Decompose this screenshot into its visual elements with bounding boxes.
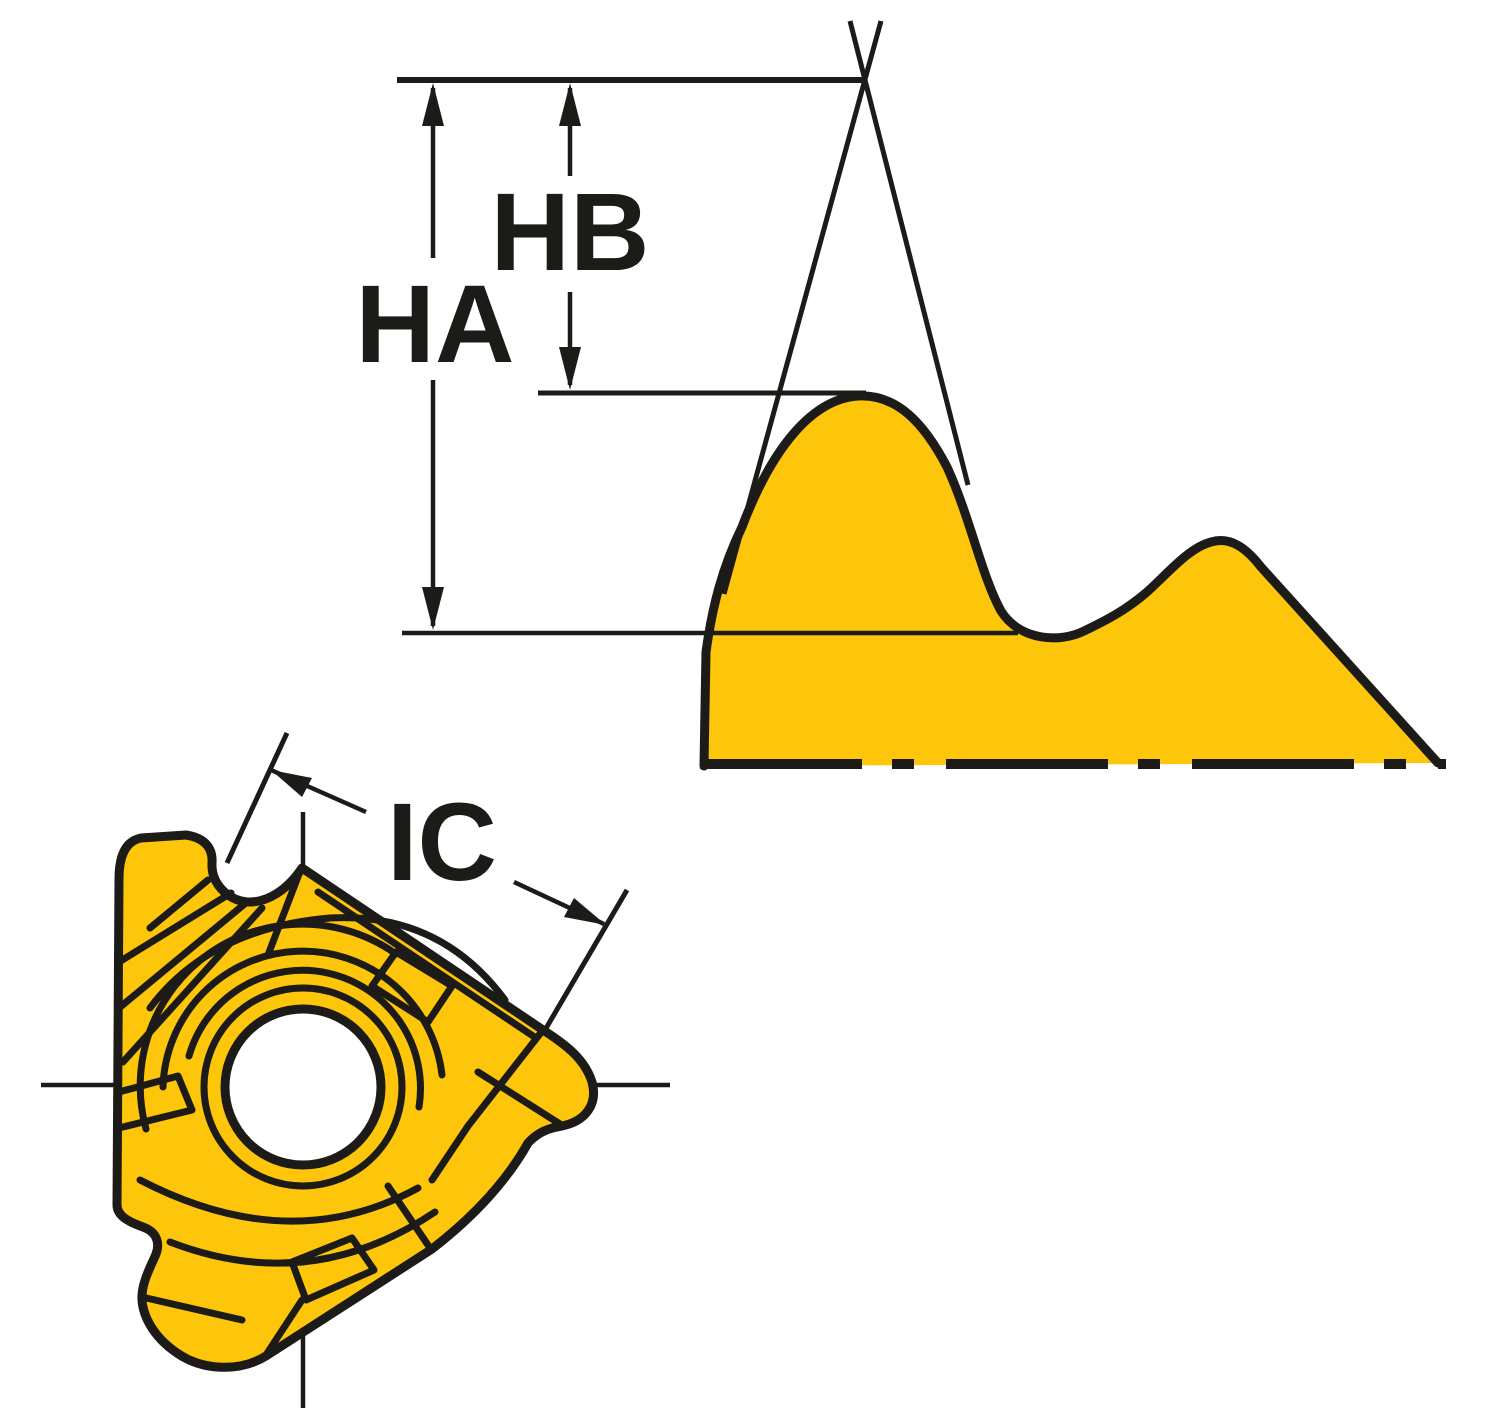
ic-tangent-line-left [224, 731, 290, 865]
dimension-hb: HB [491, 83, 650, 390]
dimension-ha: HA [356, 83, 515, 630]
insert-chipbreaker-details [115, 870, 564, 1359]
ic-tangent-line-right [542, 888, 630, 1032]
detail-swirl-1 [146, 914, 509, 1012]
hb-arrow-down [559, 347, 581, 390]
ic-arrow-left [271, 770, 312, 797]
ha-arrow-up [422, 83, 444, 126]
thread-profile-outline [699, 391, 1443, 771]
detail-facet-top-right [368, 948, 456, 1026]
ha-arrow-down [422, 587, 444, 630]
hb-arrow-up [559, 83, 581, 126]
detail-right-lines [428, 1026, 564, 1184]
thread-flank-line-right [847, 20, 971, 486]
thread-flank-line-left [721, 20, 884, 595]
thread-profile-shape [704, 395, 1438, 766]
detail-arc-1 [185, 966, 424, 1111]
detail-edge-land [314, 888, 540, 1042]
dimension-ic: IC [224, 731, 630, 1032]
dimension-label-ha: HA [356, 263, 515, 386]
thread-profile-view: HA HB [356, 20, 1446, 771]
center-hole [220, 1004, 386, 1170]
detail-swirl-3 [166, 1208, 439, 1267]
detail-facet-left [115, 1072, 196, 1132]
detail-bottom-lines [138, 1182, 434, 1359]
dimension-label-ic: IC [387, 781, 497, 904]
detail-swirl-2 [136, 1176, 422, 1225]
insert-top-view: IC [41, 731, 670, 1408]
detail-fan-lines [115, 870, 303, 1066]
counterbore-ring [200, 984, 406, 1190]
dimension-label-hb: HB [491, 171, 650, 294]
detail-facet-bottom [288, 1234, 378, 1304]
ic-arrow-right [564, 898, 606, 925]
